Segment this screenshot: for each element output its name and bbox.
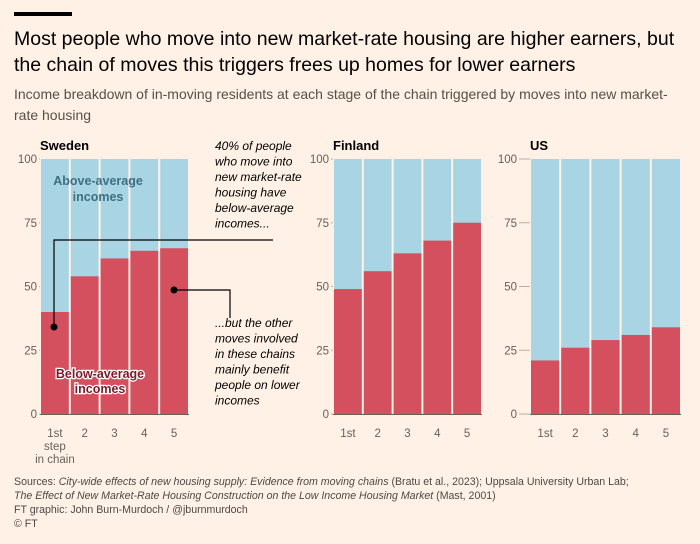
source-1-title: City-wide effects of new housing supply:…: [58, 476, 389, 488]
x-tick-label: 4: [434, 428, 441, 440]
y-tick-label: 25: [24, 345, 37, 357]
x-tick-label: 2: [81, 428, 87, 440]
x-tick-label: 1st step in chain: [35, 428, 75, 466]
y-tick-label: 0: [31, 409, 37, 421]
footer: Sources: City-wide effects of new housin…: [14, 475, 694, 531]
sources-line-1: Sources: City-wide effects of new housin…: [14, 476, 629, 488]
ft-brand-bar: [14, 12, 72, 16]
y-tick-label: 0: [511, 409, 517, 421]
x-tick-label: 5: [464, 428, 470, 440]
annotation-other-moves: ...but the other moves involved in these c…: [214, 316, 301, 408]
y-tick-label: 75: [24, 218, 37, 230]
legend-below-average: Below-average incomes: [56, 367, 144, 396]
chart-subtitle: Income breakdown of in-moving residents …: [14, 86, 668, 123]
panel-title: Sweden: [40, 138, 89, 153]
x-tick-label: 4: [141, 428, 148, 440]
annotation-first-step: 40% of people who move into new market-rat…: [215, 139, 302, 231]
y-tick-label: 25: [504, 345, 517, 357]
bar-below-average: [100, 258, 129, 414]
x-tick-label: 3: [404, 428, 410, 440]
x-tick-label: 4: [632, 428, 639, 440]
bar-below-average: [423, 240, 452, 414]
y-tick-label: 100: [18, 154, 37, 166]
y-tick-label: 50: [316, 282, 329, 294]
bar-below-average: [531, 360, 560, 414]
y-tick-label: 50: [24, 282, 37, 294]
bar-below-average: [561, 347, 590, 414]
panel-title: Finland: [333, 138, 379, 153]
bar-below-average: [453, 222, 481, 414]
connector-dot-first: [50, 323, 58, 331]
y-tick-label: 100: [498, 154, 517, 166]
bar-below-average: [130, 250, 159, 414]
y-tick-label: 100: [310, 154, 329, 166]
bar-below-average: [591, 340, 620, 414]
y-tick-label: 25: [316, 345, 329, 357]
x-tick-label: 3: [111, 428, 117, 440]
credit: FT graphic: John Burn-Murdoch / @jburnmu…: [14, 504, 248, 516]
connector-line-first: [53, 239, 273, 327]
x-tick-label: 5: [663, 428, 669, 440]
chart-title: Most people who move into new market-rat…: [14, 28, 675, 76]
source-2-title: The Effect of New Market-Rate Housing Co…: [14, 490, 434, 502]
bar-below-average: [621, 334, 650, 414]
x-tick-label: 1st: [537, 428, 553, 440]
sources-line-2: The Effect of New Market-Rate Housing Co…: [14, 490, 496, 502]
connector-dot-second: [170, 286, 178, 294]
connector-line-second: [174, 289, 231, 318]
bar-below-average: [70, 276, 99, 414]
legend-above-average: Above-average incomes: [53, 174, 143, 204]
y-tick-label: 50: [504, 282, 517, 294]
x-tick-label: 3: [602, 428, 608, 440]
y-tick-label: 75: [316, 218, 329, 230]
x-tick-label: 2: [374, 428, 380, 440]
bar-below-average: [363, 271, 392, 414]
bar-below-average: [160, 248, 188, 414]
bar-below-average: [651, 327, 680, 414]
bar-below-average: [334, 289, 362, 414]
x-tick-label: 5: [171, 428, 177, 440]
copyright: © FT: [14, 518, 38, 530]
y-tick-label: 0: [323, 409, 329, 421]
x-tick-label: 2: [572, 428, 578, 440]
panel-title: US: [530, 138, 548, 153]
x-tick-label: 1st: [340, 428, 356, 440]
y-tick-label: 75: [504, 218, 517, 230]
bar-below-average: [393, 253, 422, 414]
